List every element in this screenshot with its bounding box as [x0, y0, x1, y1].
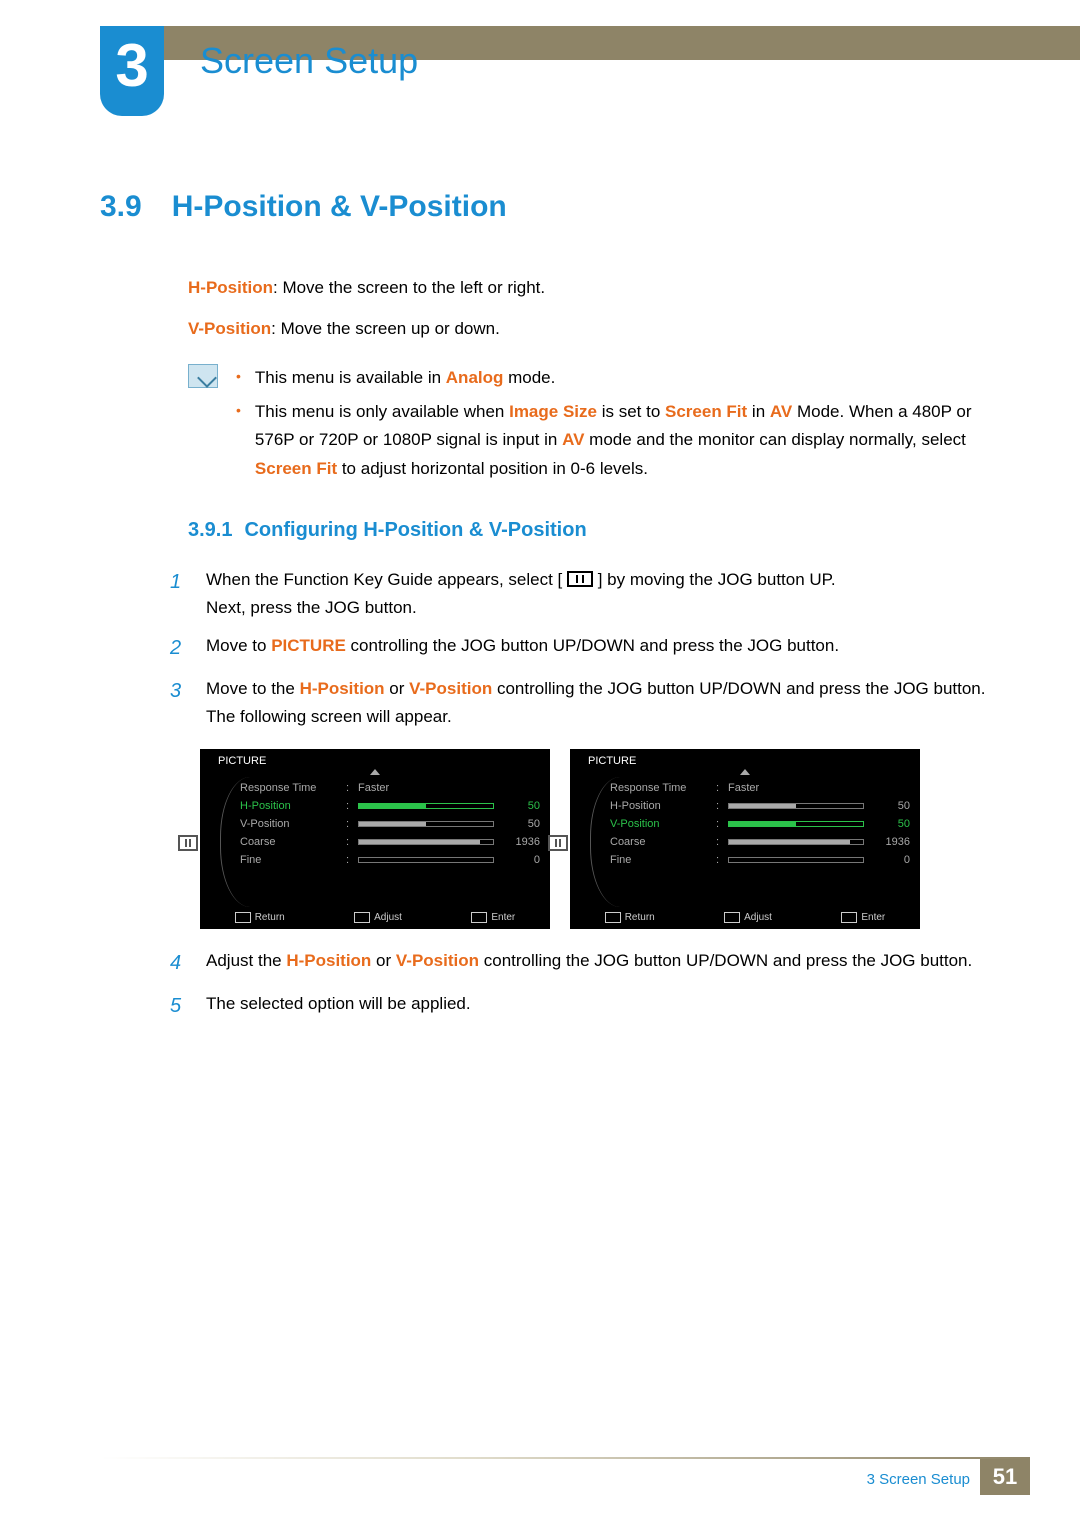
- osd-item-label: H-Position: [240, 800, 340, 812]
- footer-chapter-label: 3 Screen Setup: [867, 1471, 970, 1488]
- osd-item-value: 50: [506, 818, 540, 830]
- bullet-icon: •: [236, 364, 241, 392]
- osd-item-label: Response Time: [610, 782, 710, 794]
- arrow-up-icon: [740, 769, 750, 775]
- menu-icon: [548, 835, 568, 851]
- osd-item: Fine:0: [240, 851, 540, 869]
- steps-list-cont: 4 Adjust the H-Position or V-Position co…: [170, 947, 1000, 1023]
- step-number: 5: [170, 990, 188, 1023]
- return-hint: Return: [605, 912, 655, 923]
- osd-panel-right: PICTURE Response Time:FasterH-Position:5…: [570, 749, 920, 929]
- vposition-label: V-Position: [188, 319, 271, 338]
- osd-item: H-Position:50: [240, 797, 540, 815]
- osd-item-label: V-Position: [240, 818, 340, 830]
- osd-bar: [728, 821, 864, 827]
- section-title: H-Position & V-Position: [172, 190, 507, 223]
- adjust-hint: Adjust: [724, 912, 772, 923]
- enter-hint: Enter: [471, 912, 515, 923]
- step-number: 1: [170, 566, 188, 622]
- step-4: 4 Adjust the H-Position or V-Position co…: [170, 947, 1000, 980]
- osd-item-label: V-Position: [610, 818, 710, 830]
- osd-item-value: Faster: [728, 782, 910, 794]
- steps-list: 1 When the Function Key Guide appears, s…: [170, 566, 1000, 731]
- osd-item-value: 0: [506, 854, 540, 866]
- step-5: 5 The selected option will be applied.: [170, 990, 1000, 1023]
- note-item: • This menu is only available when Image…: [236, 398, 1000, 482]
- osd-bar: [728, 839, 864, 845]
- step-3: 3 Move to the H-Position or V-Position c…: [170, 675, 1000, 731]
- page-footer: 3 Screen Setup 51: [100, 1457, 1030, 1497]
- step-1: 1 When the Function Key Guide appears, s…: [170, 566, 1000, 622]
- step-number: 3: [170, 675, 188, 731]
- osd-item: Response Time:Faster: [240, 779, 540, 797]
- osd-item-value: Faster: [358, 782, 540, 794]
- hposition-definition: H-Position: Move the screen to the left …: [188, 274, 1000, 301]
- osd-bar: [358, 857, 494, 863]
- note-item: • This menu is available in Analog mode.: [236, 364, 1000, 392]
- osd-bar: [358, 821, 494, 827]
- osd-item: Coarse:1936: [610, 833, 910, 851]
- osd-item-value: 1936: [876, 836, 910, 848]
- arrow-up-icon: [370, 769, 380, 775]
- return-hint: Return: [235, 912, 285, 923]
- osd-item-value: 0: [876, 854, 910, 866]
- osd-item-label: Fine: [610, 854, 710, 866]
- menu-icon: [178, 835, 198, 851]
- osd-screenshots: PICTURE Response Time:FasterH-Position:5…: [200, 749, 1000, 929]
- adjust-hint: Adjust: [354, 912, 402, 923]
- chapter-title: Screen Setup: [200, 40, 418, 82]
- osd-item-label: Fine: [240, 854, 340, 866]
- bullet-icon: •: [236, 398, 241, 482]
- osd-title: PICTURE: [588, 755, 636, 767]
- page-content: 3.9 H-Position & V-Position H-Position: M…: [100, 190, 1000, 1033]
- subsection-title: Configuring H-Position & V-Position: [244, 519, 586, 541]
- enter-hint: Enter: [841, 912, 885, 923]
- step-2: 2 Move to PICTURE controlling the JOG bu…: [170, 632, 1000, 665]
- footer-divider: [100, 1457, 1030, 1459]
- osd-item: H-Position:50: [610, 797, 910, 815]
- subsection-heading: 3.9.1 Configuring H-Position & V-Position: [188, 519, 1000, 542]
- osd-footer: Return Adjust Enter: [200, 912, 550, 923]
- osd-item-value: 50: [876, 800, 910, 812]
- osd-item: V-Position:50: [610, 815, 910, 833]
- osd-bar: [358, 839, 494, 845]
- osd-panel-left: PICTURE Response Time:FasterH-Position:5…: [200, 749, 550, 929]
- chapter-number-tab: 3: [100, 26, 164, 116]
- osd-item-label: Coarse: [240, 836, 340, 848]
- osd-item: Response Time:Faster: [610, 779, 910, 797]
- osd-item-value: 50: [876, 818, 910, 830]
- osd-item-label: Coarse: [610, 836, 710, 848]
- osd-items: Response Time:FasterH-Position:50V-Posit…: [610, 779, 910, 869]
- osd-bar: [728, 857, 864, 863]
- osd-item: Fine:0: [610, 851, 910, 869]
- osd-bar: [358, 803, 494, 809]
- note-icon: [188, 364, 218, 388]
- page-number: 51: [980, 1459, 1030, 1495]
- osd-bar: [728, 803, 864, 809]
- note-block: • This menu is available in Analog mode.…: [188, 364, 1000, 488]
- section-number: 3.9: [100, 190, 142, 223]
- step-number: 2: [170, 632, 188, 665]
- osd-item-label: H-Position: [610, 800, 710, 812]
- step-number: 4: [170, 947, 188, 980]
- osd-item-label: Response Time: [240, 782, 340, 794]
- subsection-number: 3.9.1: [188, 519, 232, 541]
- osd-items: Response Time:FasterH-Position:50V-Posit…: [240, 779, 540, 869]
- hposition-label: H-Position: [188, 278, 273, 297]
- osd-footer: Return Adjust Enter: [570, 912, 920, 923]
- note-list: • This menu is available in Analog mode.…: [236, 364, 1000, 488]
- osd-item-value: 1936: [506, 836, 540, 848]
- osd-item-value: 50: [506, 800, 540, 812]
- osd-title: PICTURE: [218, 755, 266, 767]
- section-heading: 3.9 H-Position & V-Position: [100, 190, 1000, 224]
- osd-item: Coarse:1936: [240, 833, 540, 851]
- menu-icon: [567, 571, 593, 587]
- osd-item: V-Position:50: [240, 815, 540, 833]
- vposition-definition: V-Position: Move the screen up or down.: [188, 315, 1000, 342]
